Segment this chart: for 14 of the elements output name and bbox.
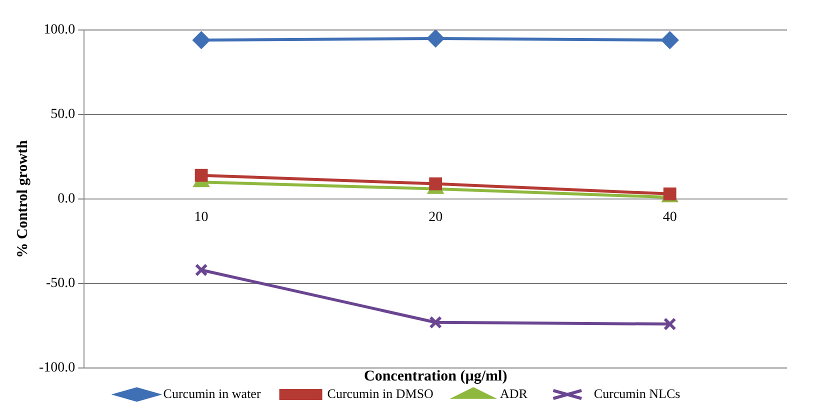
legend-label: Curcumin in water bbox=[163, 386, 262, 401]
y-tick-label: 100.0 bbox=[44, 22, 76, 38]
y-tick-label: 0.0 bbox=[58, 192, 76, 207]
legend-label: Curcumin in DMSO bbox=[327, 386, 434, 401]
legend-label: ADR bbox=[500, 386, 528, 401]
x-tick-label: 40 bbox=[662, 210, 677, 226]
y-tick-label: -100.0 bbox=[38, 360, 76, 376]
legend-label: Curcumin NLCs bbox=[594, 386, 680, 401]
x-tick-label: 20 bbox=[428, 210, 443, 226]
x-tick-label: 10 bbox=[194, 210, 208, 226]
x-axis-title: Concentration (µg/ml) bbox=[364, 368, 508, 384]
y-axis-title: % Control growth bbox=[14, 139, 31, 258]
y-tick-label: 50.0 bbox=[50, 107, 76, 122]
y-tick-label: -50.0 bbox=[46, 276, 76, 292]
